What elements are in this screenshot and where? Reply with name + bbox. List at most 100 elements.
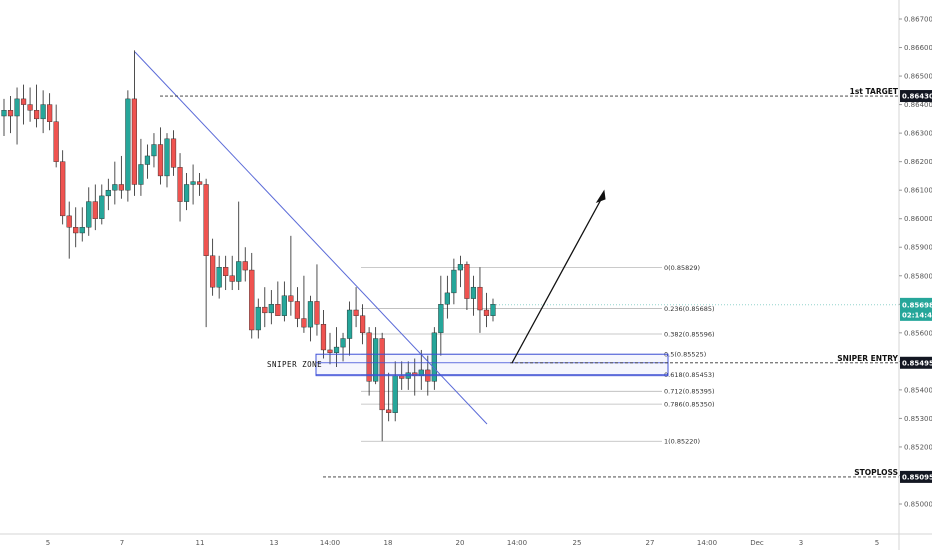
x-tick-label: 3: [799, 539, 803, 547]
candle-body: [320, 324, 327, 351]
fib-level-label: 0.382(0.85596): [664, 330, 715, 338]
y-tick-label: 0.85600: [904, 329, 932, 337]
candle-body: [196, 181, 203, 185]
candle-body: [27, 104, 33, 111]
sniper-zone-box: [315, 353, 669, 376]
x-tick-label: 27: [646, 539, 655, 547]
price-tag: [900, 470, 932, 483]
y-tick-label: 0.85200: [904, 443, 932, 451]
candle-body: [353, 309, 359, 316]
sniper-zone-inner-box: [315, 362, 669, 377]
candle-body: [99, 195, 105, 219]
candle-body: [131, 98, 138, 185]
candle-body: [138, 164, 144, 185]
x-tick-label: 5: [875, 539, 879, 547]
candle-body: [249, 269, 255, 331]
fib-level-label: 0.712(0.85395): [664, 388, 715, 396]
candle-body: [483, 309, 490, 316]
current-price-label: 0.85698: [902, 301, 932, 309]
candle-body: [444, 292, 450, 305]
candle-body: [346, 309, 353, 339]
y-tick-label: 0.86400: [904, 101, 932, 109]
candle-body: [294, 301, 301, 319]
fib-level-label: 0.786(0.85350): [664, 400, 715, 408]
candle-body: [392, 375, 398, 413]
x-tick-label: 11: [196, 539, 205, 547]
candle-body: [7, 110, 14, 117]
y-tick-label: 0.86100: [904, 187, 932, 195]
x-tick-label: 13: [270, 539, 279, 547]
fib-level-label: 0.5(0.85525): [664, 351, 706, 359]
candle-body: [66, 215, 72, 228]
candle-body: [223, 267, 229, 276]
candle-body: [190, 181, 196, 185]
y-axis: 0.86700 0.86600 0.86500 0.86400 0.86300 0.862…: [898, 0, 932, 550]
candles: [1, 50, 496, 442]
candle-body: [183, 184, 190, 202]
candle-body: [144, 155, 151, 165]
price-tag-label: 0.85095: [902, 473, 932, 481]
candle-body: [477, 286, 483, 311]
candle-body: [242, 261, 248, 271]
fib-level-label: 1(0.85220): [664, 438, 700, 446]
candle-body: [40, 104, 46, 120]
candle-body: [92, 201, 98, 219]
candle-body: [125, 98, 131, 191]
y-tick-label: 0.86600: [904, 44, 932, 52]
candle-body: [366, 332, 372, 382]
price-tag: [900, 356, 932, 369]
candle-body: [203, 184, 209, 256]
candle-body: [438, 304, 444, 334]
x-tick-label: 14:00: [697, 539, 717, 547]
candle-body: [236, 261, 242, 282]
candle-body: [229, 275, 235, 282]
candle-body: [333, 346, 340, 353]
candle-body: [464, 264, 470, 299]
candle-body: [451, 269, 457, 294]
trendline: [134, 51, 488, 425]
candle-body: [1, 110, 7, 117]
countdown-label: 02:14:43: [902, 311, 932, 319]
arrow-head-icon: [595, 189, 606, 203]
x-axis: 5 7 11 13 14:00 18 20 14:00 25 27 14:00 Dec 3 5: [0, 533, 932, 547]
candle-body: [490, 304, 496, 316]
level-label: 1st TARGET: [850, 87, 899, 96]
price-tag: [900, 90, 932, 103]
candle-body: [327, 349, 333, 353]
candle-body: [105, 189, 111, 197]
y-tick-label: 0.85800: [904, 272, 932, 280]
candle-body: [53, 121, 59, 162]
candle-body: [164, 138, 170, 177]
candle-body: [360, 315, 366, 334]
y-tick-label: 0.86300: [904, 130, 932, 138]
candle-body: [216, 267, 222, 288]
candle-body: [60, 161, 66, 217]
candle-body: [288, 295, 294, 302]
y-tick-label: 0.85300: [904, 415, 932, 423]
candle-body: [386, 409, 392, 413]
candle-body: [457, 264, 464, 271]
candle-body: [379, 338, 385, 411]
fib-level-label: 0.618(0.85453): [664, 371, 715, 379]
candle-body: [170, 138, 177, 168]
candle-body: [340, 338, 346, 348]
candle-body: [14, 98, 20, 117]
level-label: STOPLOSS: [854, 468, 898, 477]
candle-body: [118, 184, 124, 191]
candle-body: [151, 144, 157, 157]
candle-body: [157, 144, 164, 177]
candle-body: [431, 332, 437, 382]
candle-body: [307, 301, 314, 328]
candle-body: [470, 286, 477, 299]
candle-body: [314, 301, 320, 325]
candle-body: [255, 306, 261, 331]
x-tick-label: 18: [384, 539, 393, 547]
candle-body: [20, 98, 27, 105]
price-tags: 0.86430 0.85495 0.85095 0.85698 02:14:43: [900, 90, 932, 483]
y-tick-label: 0.86700: [904, 16, 932, 24]
candle-body: [210, 255, 216, 288]
candle-body: [281, 295, 287, 316]
x-tick-label: 14:00: [507, 539, 527, 547]
y-tick-label: 0.86200: [904, 158, 932, 166]
